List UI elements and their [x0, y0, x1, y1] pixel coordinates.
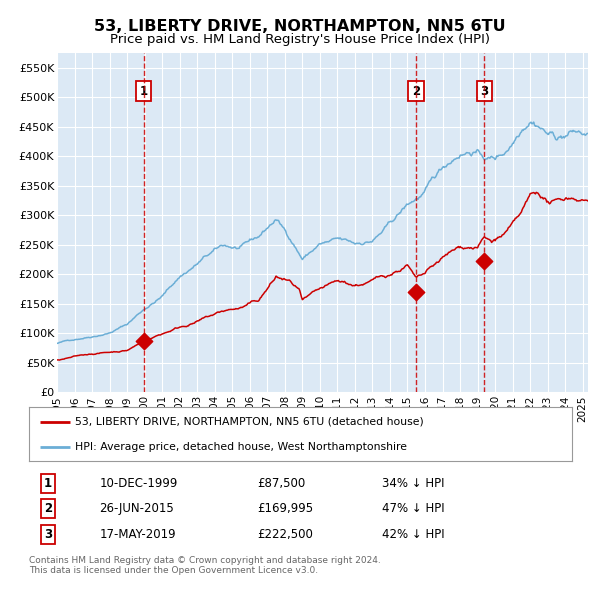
Text: Price paid vs. HM Land Registry's House Price Index (HPI): Price paid vs. HM Land Registry's House …: [110, 33, 490, 46]
Point: [139, 336, 148, 346]
Text: Contains HM Land Registry data © Crown copyright and database right 2024.
This d: Contains HM Land Registry data © Crown c…: [29, 556, 380, 575]
Text: 2: 2: [412, 85, 420, 98]
Text: 42% ↓ HPI: 42% ↓ HPI: [382, 528, 445, 541]
Text: £222,500: £222,500: [257, 528, 313, 541]
Text: 53, LIBERTY DRIVE, NORTHAMPTON, NN5 6TU: 53, LIBERTY DRIVE, NORTHAMPTON, NN5 6TU: [94, 19, 506, 34]
Point: [411, 287, 421, 297]
Point: [479, 256, 489, 266]
Text: 1: 1: [44, 477, 52, 490]
Text: 1: 1: [140, 85, 148, 98]
Text: 47% ↓ HPI: 47% ↓ HPI: [382, 502, 445, 516]
Text: 2: 2: [44, 502, 52, 516]
Text: 34% ↓ HPI: 34% ↓ HPI: [382, 477, 444, 490]
Text: £87,500: £87,500: [257, 477, 305, 490]
Text: 3: 3: [44, 528, 52, 541]
Text: HPI: Average price, detached house, West Northamptonshire: HPI: Average price, detached house, West…: [75, 442, 407, 452]
Text: 17-MAY-2019: 17-MAY-2019: [100, 528, 176, 541]
Text: 53, LIBERTY DRIVE, NORTHAMPTON, NN5 6TU (detached house): 53, LIBERTY DRIVE, NORTHAMPTON, NN5 6TU …: [75, 417, 424, 427]
Text: 10-DEC-1999: 10-DEC-1999: [100, 477, 178, 490]
Text: 3: 3: [480, 85, 488, 98]
Text: 26-JUN-2015: 26-JUN-2015: [100, 502, 174, 516]
Text: £169,995: £169,995: [257, 502, 313, 516]
